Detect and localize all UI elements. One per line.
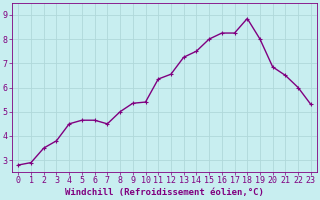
X-axis label: Windchill (Refroidissement éolien,°C): Windchill (Refroidissement éolien,°C) <box>65 188 264 197</box>
